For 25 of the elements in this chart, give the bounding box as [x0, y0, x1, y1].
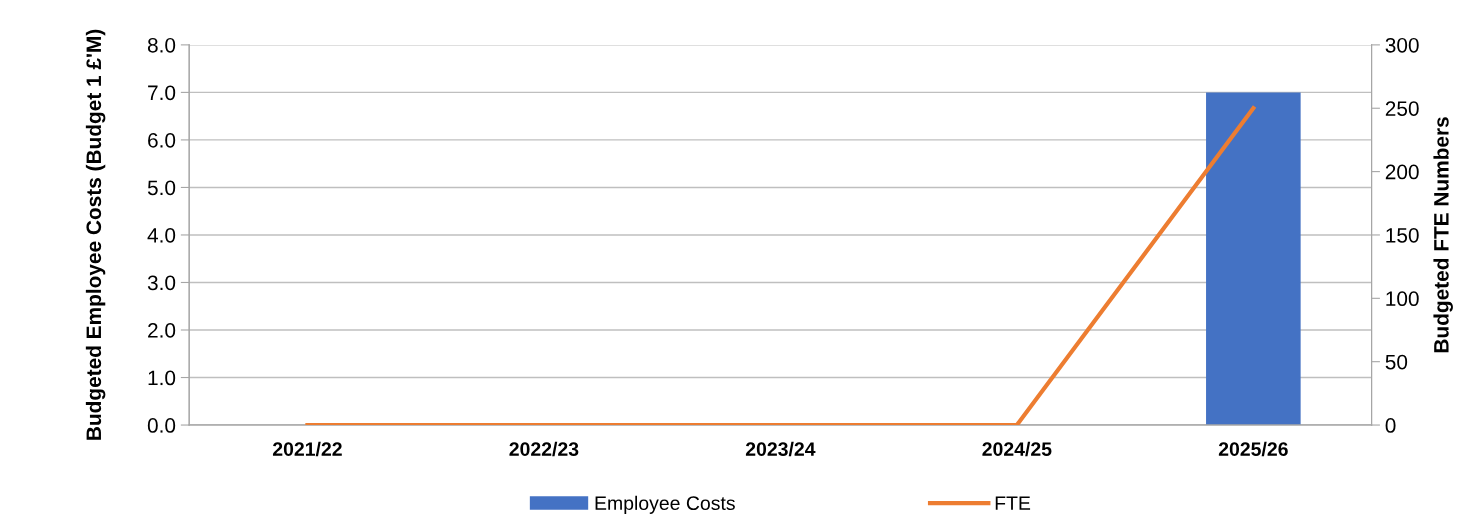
y-axis-title: Budgeted Employee Costs (Budget 1 £'M) — [85, 29, 106, 440]
y2-tick-label: 250 — [1385, 101, 1419, 116]
y-tick-label: 1.0 — [148, 370, 176, 386]
y-tick-label: 8.0 — [147, 37, 176, 53]
y-tick-label: 6.0 — [148, 132, 176, 148]
x-tick-label: 2022/23 — [509, 441, 579, 457]
legend-label: FTE — [995, 496, 1031, 510]
x-tick-label: 2024/25 — [982, 441, 1052, 457]
x-tick-label: 2025/26 — [1218, 441, 1288, 457]
x-tick-label: 2021/22 — [272, 441, 342, 457]
y-tick-label: 7.0 — [148, 85, 176, 101]
y-tick-label: 2.0 — [148, 323, 176, 338]
y-tick-label: 4.0 — [147, 227, 176, 243]
legend-label: Employee Costs — [595, 495, 735, 514]
y-tick-label: 5.0 — [147, 180, 176, 196]
y2-tick-label: 300 — [1385, 37, 1419, 53]
y2-tick-label: 200 — [1385, 164, 1419, 180]
y-tick-label: 3.0 — [147, 275, 176, 291]
x-tick-label: 2023/24 — [745, 441, 816, 457]
y2-axis-title: Budgeted FTE Numbers — [1433, 117, 1453, 353]
y-tick-label: 0.0 — [147, 418, 176, 433]
y2-tick-label: 0 — [1385, 418, 1396, 433]
y2-tick-label: 150 — [1386, 227, 1419, 243]
y2-tick-label: 100 — [1386, 291, 1419, 307]
y2-tick-label: 50 — [1385, 354, 1408, 370]
